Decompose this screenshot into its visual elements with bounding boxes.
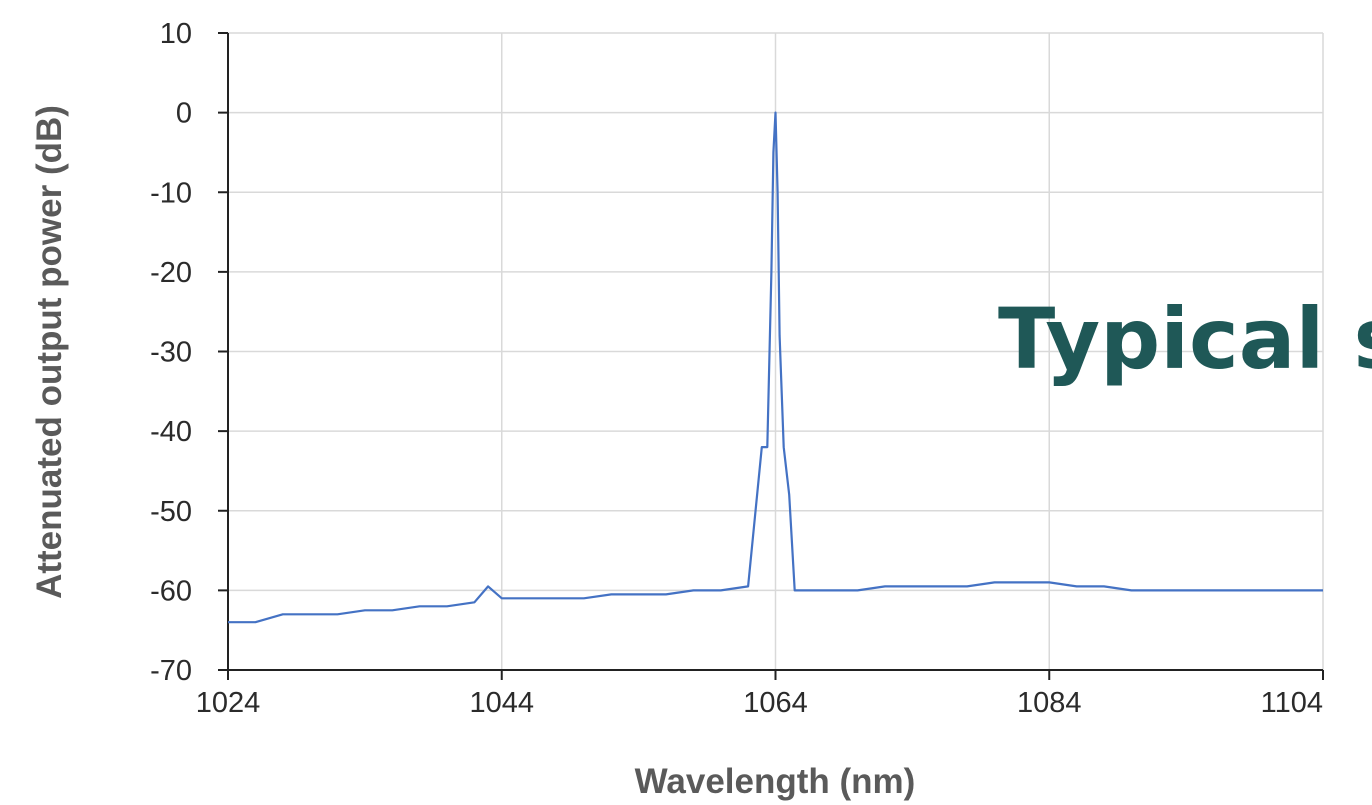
y-tick-label: -20 <box>150 257 192 289</box>
x-tick-label: 1024 <box>196 687 261 719</box>
x-axis-title: Wavelength (nm) <box>635 762 916 801</box>
axes <box>227 33 1323 671</box>
y-tick-label: 0 <box>176 98 192 130</box>
y-tick-label: -60 <box>150 575 192 607</box>
x-tick-label: 1084 <box>1017 687 1082 719</box>
y-tick-label: -10 <box>150 177 192 209</box>
y-axis-title: Attenuated output power (dB) <box>30 105 69 599</box>
spectrum-series-line <box>228 111 1323 624</box>
overlay-title-text: Typical s <box>998 290 1372 388</box>
y-tick-label: -40 <box>150 416 192 448</box>
x-tick-labels: 1024 1044 1064 1084 1104 <box>196 687 1323 719</box>
x-tick-label: 1044 <box>469 687 534 719</box>
y-tick-label: 10 <box>160 18 192 50</box>
series-group <box>228 111 1323 624</box>
y-tick-label: -70 <box>150 655 192 687</box>
y-tick-labels: 10 0 -10 -20 -30 -40 -50 -60 -70 <box>150 18 192 687</box>
y-tick-label: -50 <box>150 496 192 528</box>
x-tick-label: 1064 <box>743 687 808 719</box>
y-tick-label: -30 <box>150 337 192 369</box>
x-tick-label: 1104 <box>1261 687 1323 719</box>
